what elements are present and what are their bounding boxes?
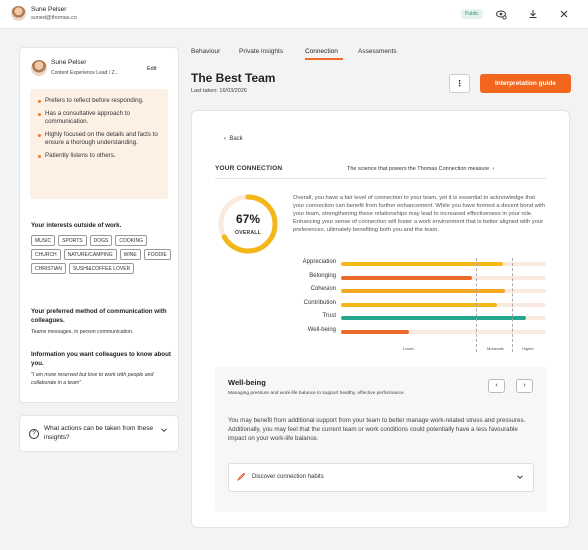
trait-item: Patiently listens to others. [38,152,162,161]
profile-avatar [31,60,47,76]
wellbeing-title: Well-being [228,378,266,387]
eye-refresh-icon[interactable] [495,8,507,20]
public-badge: Public [461,9,483,19]
reference-line-lower [476,258,477,352]
bar-label-contribution: Contribution [303,299,336,306]
interest-tag: DOGS [89,235,113,246]
user-email: suned@thomas.co [31,15,77,21]
interest-tag: FOODIE [143,249,171,260]
last-taken-date: Last taken: 16/03/2026 [191,88,247,94]
question-icon: ? [29,429,39,439]
bar-track [341,302,546,307]
connection-habits-accordion[interactable] [228,463,534,492]
avatar [11,6,26,21]
communication-value: Teams messages, in person communication. [31,329,134,335]
prev-button[interactable]: ‹ [488,379,505,393]
traits-box: Prefers to reflect before responding. Ha… [30,89,168,199]
bar-track [341,275,546,280]
interest-tag: NATURE/CAMPING [63,249,117,260]
edit-button[interactable]: Edit [147,66,157,72]
actions-question: What actions can be taken from these ins… [44,425,154,441]
profile-role: Content Experience Lead / Z... [51,70,119,76]
wellbeing-subtitle: Managing pressure and work-life balance … [228,391,405,396]
bar-label-cohesion: Cohesion [310,286,336,293]
chevron-left-icon: ‹ [224,136,230,142]
bar-label-appreciation: Appreciation [302,259,336,265]
interpretation-guide-button[interactable]: Interpretation guide [480,74,571,93]
tab-behaviour[interactable]: Behaviour [191,48,221,55]
back-link[interactable]: ‹ Back [224,136,243,142]
scale-higher: Higher [522,346,534,351]
interest-tag: CHURCH [31,249,61,260]
trait-item: Prefers to reflect before responding. [38,97,162,106]
connection-title: YOUR CONNECTION [215,165,283,172]
user-name: Sune Pelser [31,6,67,13]
wellbeing-paragraph: You may benefit from additional support … [228,417,526,443]
reference-line-higher [512,258,513,352]
bar-fill-well-being [341,330,409,334]
next-button[interactable]: › [516,379,533,393]
bar-track [341,289,546,294]
connection-summary: Overall, you have a fair level of connec… [293,195,545,234]
interest-tag: MUSIC [31,235,56,246]
connection-habits-label: Discover connection habits [252,474,324,480]
profile-name: Sune Pelser [51,59,87,66]
bar-fill-cohesion [341,289,505,294]
trait-item: Has a consultative approach to communica… [38,110,162,127]
info-value: "I am more reserved but love to work wit… [31,372,154,386]
close-icon[interactable] [558,8,570,20]
bar-label-belonging: Belonging [309,272,336,279]
interest-tag: SPORTS [58,235,87,246]
interest-tag: COOKING [115,235,147,246]
science-link[interactable]: The science that powers the Thomas Conne… [347,166,495,172]
chevron-down-icon[interactable] [516,473,524,483]
rocket-icon [236,472,246,484]
interest-tags: MUSIC SPORTS DOGS COOKING CHURCH NATURE/… [31,235,171,274]
bar-fill-contribution [341,302,497,307]
chevron-right-icon: › [489,166,495,172]
bar-fill-belonging [341,275,473,280]
chevron-down-icon[interactable] [160,426,168,436]
tab-assessments[interactable]: Assessments [358,48,397,55]
bar-track [341,316,546,321]
top-bar: Sune Pelser suned@thomas.co Public [0,0,588,29]
tab-connection[interactable]: Connection [305,48,338,55]
chevron-left-icon: ‹ [495,382,498,389]
overall-ring [218,194,278,254]
page-title: The Best Team [191,71,276,85]
info-title: Information you want colleagues to know … [31,351,171,367]
scale-lower: Lower [403,346,414,351]
communication-title: Your preferred method of communication w… [31,308,167,324]
actions-accordion[interactable] [19,415,179,452]
bar-fill-trust [341,316,526,321]
download-icon[interactable] [527,8,539,20]
bar-track [341,262,546,266]
interest-tag: SUSHI&COFFEE LOVER [68,263,135,274]
chevron-right-icon: › [523,382,526,389]
interest-tag: WINE [119,249,141,260]
section-divider [215,178,546,179]
bar-track [341,330,546,334]
trait-item: Highly focused on the details and facts … [38,131,162,148]
tab-private-insights[interactable]: Private insights [239,48,284,55]
bar-label-well-being: Well-being [307,327,336,333]
scale-moderate: Moderate [487,346,504,351]
bar-label-trust: Trust [322,313,336,320]
bar-fill-appreciation [341,262,503,266]
overall-label: OVERALL [235,230,261,236]
overall-percent: 67% [235,212,261,226]
active-tab-indicator [305,58,343,60]
more-options-button[interactable]: ⋮ [449,74,470,93]
interests-title: Your interests outside of work. [31,222,122,229]
interest-tag: CHRISTIAN [31,263,66,274]
